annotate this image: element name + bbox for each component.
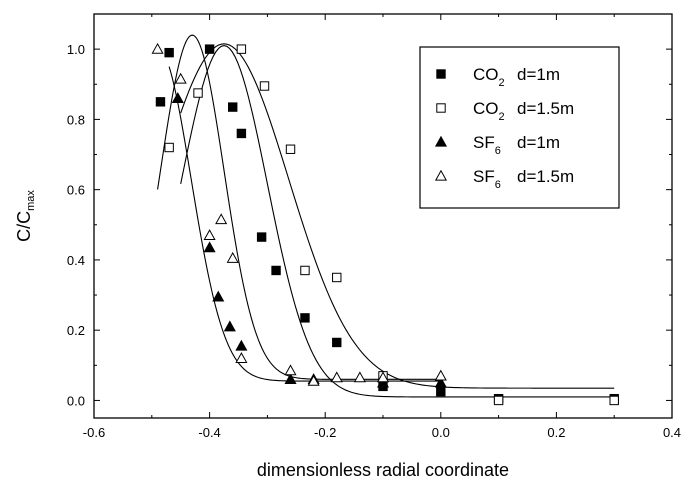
data-point-series-2 xyxy=(332,272,342,283)
legend-label-4: SF6 d=1.5m xyxy=(473,167,574,191)
legend-box xyxy=(419,46,620,209)
data-points xyxy=(151,42,619,406)
data-point-series-1 xyxy=(256,232,267,242)
x-tick-label: 0.0 xyxy=(432,425,450,440)
data-point-series-1 xyxy=(271,265,281,276)
fit-curve-series-2 xyxy=(180,43,615,389)
data-point-series-1 xyxy=(228,102,238,112)
legend-label-3: SF6 d=1m xyxy=(473,133,560,157)
legend-label-main: SF xyxy=(473,167,495,186)
data-point-series-4 xyxy=(330,371,343,383)
data-point-series-3 xyxy=(284,373,297,385)
x-tick-label: 0.4 xyxy=(663,425,681,440)
data-point-series-4 xyxy=(353,371,366,383)
x-tick-label: -0.6 xyxy=(83,425,105,440)
data-point-series-3 xyxy=(171,92,184,103)
legend-label-param: d=1.5m xyxy=(517,99,574,118)
data-point-series-4 xyxy=(434,369,447,381)
y-tick-label: 0.8 xyxy=(67,112,85,127)
legend-label-sub: 2 xyxy=(499,77,505,89)
data-point-series-1 xyxy=(204,44,215,54)
data-point-series-4 xyxy=(203,229,216,240)
data-point-series-1 xyxy=(300,313,310,323)
legend-label-1: CO2 d=1m xyxy=(473,65,560,89)
data-point-series-3 xyxy=(376,376,390,388)
y-axis-title: C/Cmax xyxy=(14,190,37,242)
data-point-series-2 xyxy=(193,88,203,98)
data-point-series-4 xyxy=(226,251,239,263)
data-point-series-4 xyxy=(284,364,297,376)
x-tick-label: 0.2 xyxy=(547,425,565,440)
y-tick-label: 1.0 xyxy=(67,42,85,57)
data-point-series-3 xyxy=(223,320,236,332)
x-axis-title: dimensionless radial coordinate xyxy=(257,460,509,480)
data-point-series-2 xyxy=(236,44,247,54)
fit-curve-series-1 xyxy=(180,45,615,398)
legend-label-main: CO xyxy=(473,65,499,84)
data-point-series-1 xyxy=(155,97,166,107)
x-tick-label: -0.2 xyxy=(314,425,336,440)
fit-curves xyxy=(157,34,615,398)
x-tick-label: -0.4 xyxy=(198,425,220,440)
data-point-series-2 xyxy=(164,142,174,153)
legend-label-main: CO xyxy=(473,99,499,118)
y-tick-label: 0.6 xyxy=(67,183,85,198)
data-point-series-4 xyxy=(215,213,228,225)
data-point-series-1 xyxy=(436,386,446,397)
data-point-series-2 xyxy=(259,81,270,91)
data-point-series-1 xyxy=(164,47,174,58)
data-point-series-2 xyxy=(300,265,310,276)
y-tick-label: 0.0 xyxy=(67,393,85,408)
legend-label-sub: 6 xyxy=(495,145,501,157)
legend-label-sub: 2 xyxy=(499,111,505,123)
y-tick-label: 0.4 xyxy=(67,253,85,268)
data-point-series-3 xyxy=(212,290,225,302)
legend-label-param: d=1m xyxy=(517,133,560,152)
legend-label-param: d=1.5m xyxy=(517,167,574,186)
data-point-series-2 xyxy=(493,395,504,406)
data-point-series-2 xyxy=(285,144,296,154)
legend-label-param: d=1m xyxy=(517,65,560,84)
legend-label-sub: 6 xyxy=(495,179,501,191)
data-point-series-1 xyxy=(236,128,247,139)
legend-label-main: SF xyxy=(473,133,495,152)
data-point-series-1 xyxy=(332,337,342,348)
y-axis-title-main: C/C xyxy=(14,211,34,242)
y-tick-label: 0.2 xyxy=(67,323,85,338)
legend-marker-4 xyxy=(434,169,448,181)
data-point-series-3 xyxy=(434,376,447,388)
fit-curve-series-4 xyxy=(157,34,441,380)
y-axis-title-sub: max xyxy=(25,190,37,211)
legend-label-2: CO2 d=1.5m xyxy=(473,99,574,123)
data-point-series-2 xyxy=(609,395,619,406)
fit-curve-series-3 xyxy=(168,66,441,382)
axes: -0.6 -0.4 -0.2 0.0 0.2 0.4 0.0 0.2 0.4 0.6 0.8 1.0 xyxy=(67,13,681,440)
data-point-series-4 xyxy=(307,374,320,386)
data-point-series-4 xyxy=(376,371,390,383)
data-point-series-4 xyxy=(174,72,187,84)
data-point-series-3 xyxy=(235,339,248,351)
data-point-series-4 xyxy=(235,352,248,363)
legend-marker-2 xyxy=(436,103,446,113)
data-point-series-4 xyxy=(151,42,164,54)
data-point-series-3 xyxy=(203,241,216,253)
legend-marker-1 xyxy=(436,69,446,79)
legend-marker-3 xyxy=(434,135,448,147)
